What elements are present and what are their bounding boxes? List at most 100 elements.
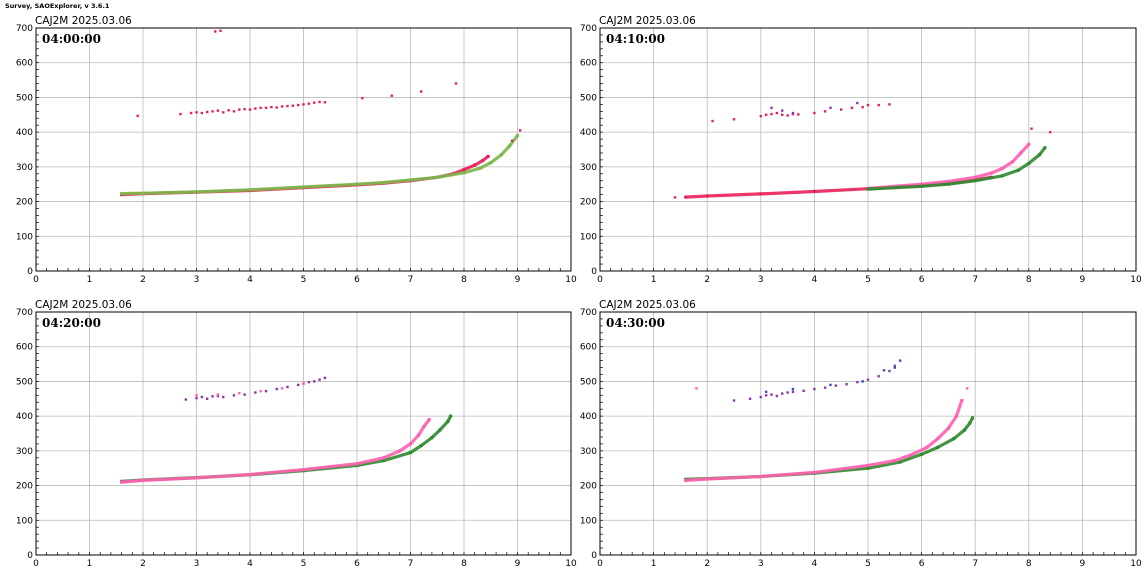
echo-point [510,139,514,143]
echo-point [946,179,950,183]
echo-point [200,111,204,115]
panel-title: CAJ2M 2025.03.06 [35,299,132,311]
echo-point [184,398,187,401]
echo-point [141,478,145,482]
x-tick-label: 4 [812,275,818,285]
echo-point [866,378,870,381]
plot-frame [599,311,1137,556]
x-tick-label: 2 [140,275,146,285]
echo-point [141,191,145,195]
echo-point [478,166,482,170]
echo-point [946,426,950,430]
y-tick-label: 0 [591,551,597,561]
y-tick-label: 500 [16,93,33,103]
y-tick-label: 400 [16,412,33,422]
y-tick-label: 700 [16,308,33,318]
echo-point [960,399,964,403]
x-tick-label: 5 [865,559,871,569]
echo-point [829,106,832,110]
echo-point [973,179,977,183]
echo-point [286,104,289,108]
echo-point [971,416,975,420]
x-tick-label: 5 [301,559,307,569]
echo-point [791,390,795,394]
x-tick-label: 9 [515,559,521,569]
echo-point [435,175,439,179]
ionogram-panel-2: CAJ2M 2025.03.060 1 2 3 4 5 6 7 8 9 10010020030040… [580,15,1142,285]
x-tick-label: 1 [651,559,657,569]
echo-point [946,182,950,186]
echo-point [695,387,698,390]
echo-point [920,452,924,456]
echo-point [382,180,386,184]
x-tick-label: 0 [597,275,603,285]
echo-point [764,394,768,397]
echo-point [270,105,273,109]
echo-point [786,391,789,394]
x-tick-label: 6 [919,559,925,569]
y-tick-label: 400 [16,128,33,138]
x-tick-label: 1 [87,275,93,285]
echo-point [1000,167,1004,171]
x-tick-label: 2 [140,559,146,569]
x-tick-label: 10 [1130,559,1142,569]
time-label: 04:30:00 [606,316,665,330]
echo-point [1016,168,1020,172]
x-tick-label: 6 [354,559,360,569]
echo-point [120,480,124,484]
echo-point [781,392,784,395]
echo-point [307,380,311,384]
time-label: 04:10:00 [606,32,665,46]
x-tick-label: 9 [515,275,521,285]
x-tick-label: 8 [1026,559,1032,569]
echo-point [732,399,736,402]
echo-point [430,436,434,440]
panel-title: CAJ2M 2025.03.06 [35,15,132,27]
echo-point [275,106,278,109]
echo-point [781,109,784,112]
x-tick-label: 5 [865,275,871,285]
x-tick-label: 2 [704,275,710,285]
echo-trace [684,398,964,482]
echo-point [1027,161,1031,165]
echo-point [120,192,124,196]
echo-point [775,394,779,398]
echo-point [898,359,902,362]
echo-point [302,185,305,189]
echo-point [823,110,827,113]
echo-point [449,414,453,418]
x-tick-label: 8 [461,559,467,569]
x-tick-label: 6 [354,275,360,285]
y-tick-label: 700 [580,308,597,318]
echo-point [850,106,854,110]
echo-point [968,421,972,425]
echo-point [673,196,677,199]
echo-point [259,389,262,393]
echo-point [280,387,284,390]
echo-point [684,478,688,482]
echo-point [275,387,278,391]
y-tick-label: 300 [580,447,597,457]
echo-point [866,103,870,107]
echo-point [829,383,832,387]
echo-point [936,437,940,441]
echo-point [898,460,902,464]
echo-point [748,397,752,400]
x-tick-label: 9 [1080,559,1086,569]
echo-point [427,418,431,422]
echo-point [759,475,763,479]
echo-point [446,419,450,423]
echo-point [770,106,773,110]
ionogram-panel-3: CAJ2M 2025.03.060 1 2 3 4 5 6 7 8 9 10010020030040… [16,299,577,569]
echo-point [1019,151,1023,155]
echo-point [499,153,503,157]
echo-point [398,449,402,453]
echo-point [954,414,958,418]
echo-point [877,103,880,107]
echo-point [518,129,522,132]
echo-point [764,113,768,116]
y-tick-label: 0 [591,267,597,277]
x-tick-label: 7 [972,275,978,285]
echo-point [409,178,412,182]
echo-point [195,111,198,114]
